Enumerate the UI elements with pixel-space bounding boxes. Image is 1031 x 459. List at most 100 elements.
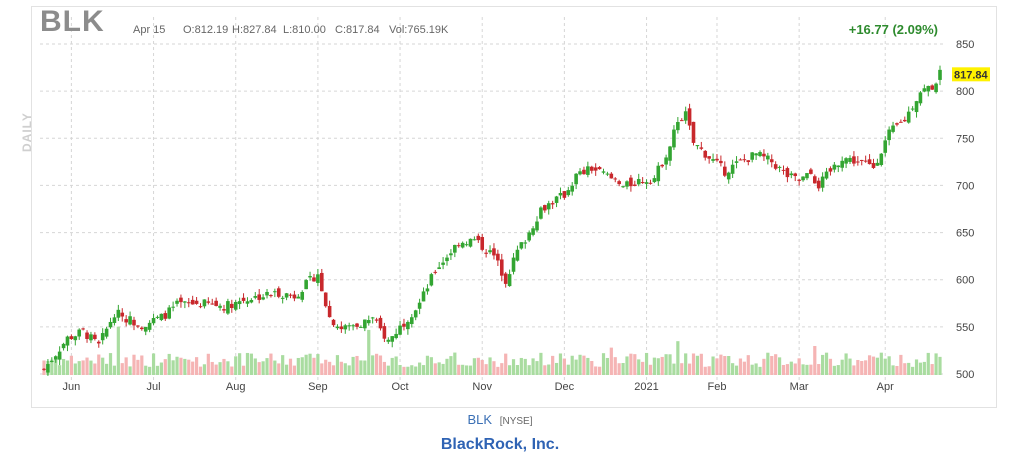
volume-bar	[766, 352, 770, 375]
volume-bar	[261, 361, 265, 375]
candle-body	[230, 303, 234, 309]
volume-bar	[918, 362, 923, 375]
month-tick-label: Dec	[555, 381, 575, 393]
volume-bar	[887, 356, 891, 375]
candle-body	[343, 325, 348, 330]
open-value: O:812.19	[183, 24, 229, 36]
candle-body	[824, 171, 829, 179]
volume-bar	[191, 361, 195, 375]
candle-body	[922, 88, 927, 92]
candle-body	[456, 245, 461, 247]
volume-bar	[296, 357, 300, 375]
last-price-label: 817.84	[954, 69, 989, 81]
volume-bar	[42, 360, 46, 375]
candle-body	[719, 160, 723, 164]
candle-body	[140, 327, 144, 330]
candle-body	[425, 288, 430, 292]
candle-body	[42, 368, 46, 370]
volume-bar	[97, 354, 101, 375]
candle-body	[210, 303, 215, 305]
candle-body	[276, 288, 281, 297]
candle-body	[186, 302, 191, 304]
volume-bar	[155, 365, 160, 375]
candle-body	[128, 316, 132, 325]
candle-body	[703, 150, 708, 158]
price-tick-label: 850	[956, 39, 974, 51]
volume-bar	[194, 357, 199, 375]
month-tick-label: Feb	[707, 381, 726, 393]
volume-bar	[382, 361, 387, 375]
candle-body	[468, 238, 473, 247]
volume-bar	[108, 353, 113, 375]
volume-bar	[930, 364, 934, 375]
candle-body	[492, 248, 496, 256]
candle-body	[758, 152, 762, 157]
volume-bar	[539, 352, 543, 375]
candle-body	[46, 364, 50, 373]
candle-body	[108, 321, 113, 328]
volume-bar	[394, 356, 398, 375]
close-value: C:817.84	[335, 24, 380, 36]
volume-bar	[441, 363, 445, 375]
volume-bar	[781, 364, 786, 375]
candle-body	[723, 166, 727, 176]
volume-bar	[680, 363, 684, 375]
candle-body	[249, 299, 254, 303]
price-volume-chart[interactable]: 500 550 600 650 700 750 800 850 Jun Jul Aug Sep Oct N…	[32, 7, 996, 407]
volume-bar	[85, 357, 89, 375]
candle-body	[558, 193, 563, 196]
volume-bar	[660, 356, 664, 375]
candle-body	[601, 171, 606, 173]
price-tick-label: 700	[956, 180, 974, 192]
candle-body	[77, 329, 82, 337]
candle-body	[316, 274, 320, 283]
volume-bar	[457, 364, 461, 375]
volume-bar	[578, 354, 582, 375]
candle-body	[523, 242, 528, 244]
high-value: H:827.84	[232, 24, 277, 36]
volume-bar	[597, 366, 602, 375]
candle-body	[292, 294, 297, 299]
volume-bar	[817, 364, 821, 375]
candle-body	[253, 296, 258, 298]
candle-body	[586, 166, 590, 175]
volume-bar	[856, 359, 860, 375]
volume-bar	[65, 360, 70, 375]
volume-bar	[93, 363, 97, 375]
volume-bar	[218, 362, 222, 375]
volume-bar	[105, 363, 109, 375]
candle-body	[116, 309, 121, 318]
volume-bar	[300, 357, 304, 375]
footer-symbol-link[interactable]: BLK	[467, 412, 493, 427]
volume-bar	[418, 362, 422, 375]
volume-bar	[914, 359, 919, 375]
chart-frame: 500 550 600 650 700 750 800 850 Jun Jul Aug Sep Oct N…	[31, 6, 997, 408]
candle-body	[906, 111, 911, 123]
candle-body	[883, 140, 888, 153]
volume-bar	[222, 358, 226, 375]
volume-bar	[492, 361, 496, 375]
candle-body	[449, 253, 453, 256]
volume-bar	[531, 358, 535, 375]
volume-bar	[566, 364, 570, 375]
volume-bar	[226, 361, 230, 375]
price-tick-label: 750	[956, 133, 974, 145]
candle-body	[812, 176, 817, 184]
volume-bar	[304, 354, 308, 375]
candle-body	[406, 321, 410, 330]
candle-body	[261, 297, 265, 300]
company-name: BlackRock, Inc.	[440, 436, 560, 453]
volume-bar	[644, 352, 649, 375]
candle-body	[81, 328, 85, 330]
volume-bar	[687, 363, 692, 375]
price-change: +16.77 (2.09%)	[848, 22, 938, 37]
volume-bar	[738, 358, 743, 375]
candle-body	[844, 158, 848, 164]
volume-bar	[480, 359, 484, 375]
candle-body	[582, 169, 586, 175]
candle-body	[296, 296, 301, 299]
volume-bar	[167, 353, 171, 375]
candle-body	[374, 319, 379, 321]
candle-body	[61, 343, 66, 349]
volume-bar	[202, 364, 207, 375]
